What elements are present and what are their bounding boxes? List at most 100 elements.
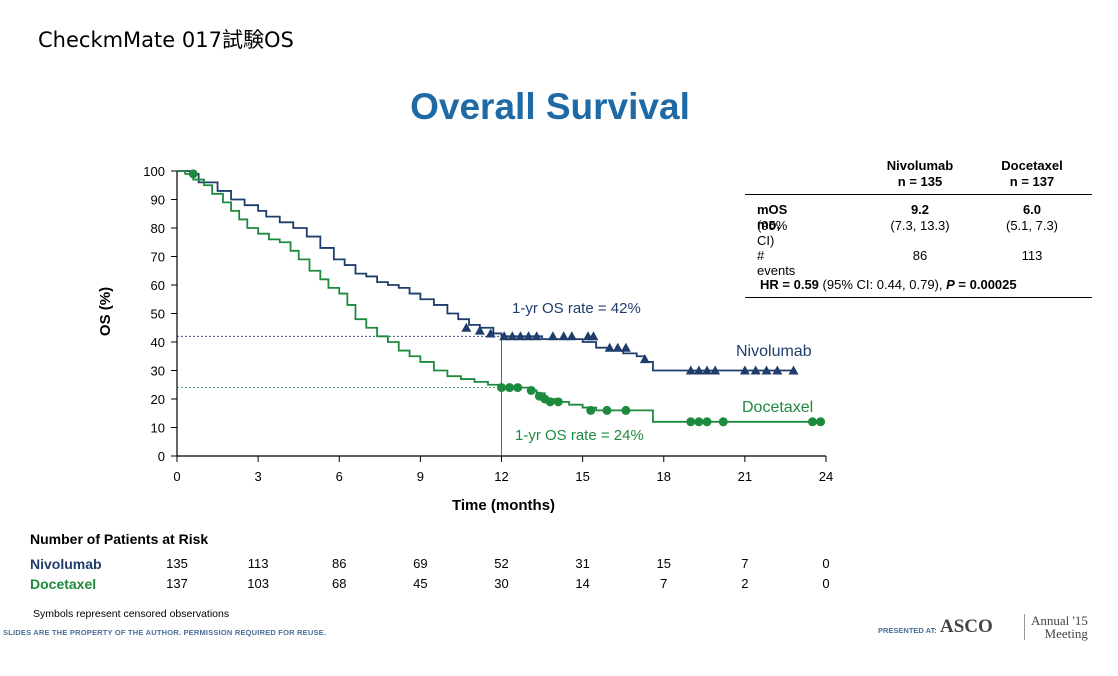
y-tick-label: 30 xyxy=(151,364,165,379)
risk-cell: 45 xyxy=(413,576,428,591)
y-axis-label: OS (%) xyxy=(97,287,114,336)
censor-marker-docetaxel xyxy=(513,383,523,393)
censor-marker-docetaxel xyxy=(586,405,596,415)
presented-at-label: PRESENTED AT: xyxy=(878,626,937,635)
page-title: CheckmMate 017試験OS xyxy=(38,28,294,52)
disclaimer: SLIDES ARE THE PROPERTY OF THE AUTHOR. P… xyxy=(3,628,327,637)
annotation-nivolumab-1yr: 1-yr OS rate = 42% xyxy=(512,300,641,317)
censor-marker-docetaxel xyxy=(505,383,515,393)
x-tick-label: 12 xyxy=(494,469,508,484)
y-tick-label: 60 xyxy=(151,278,165,293)
censor-marker-nivolumab xyxy=(485,328,496,338)
censor-marker-docetaxel xyxy=(718,417,728,427)
x-tick-label: 6 xyxy=(336,469,343,484)
censor-marker-docetaxel xyxy=(602,405,612,415)
x-tick-label: 0 xyxy=(173,469,180,484)
x-tick-label: 15 xyxy=(575,469,589,484)
y-tick-label: 40 xyxy=(151,335,165,350)
mos-ci-nivolumab: (7.3, 13.3) xyxy=(890,218,950,233)
censor-marker-nivolumab xyxy=(523,331,534,341)
censor-marker-docetaxel xyxy=(188,169,198,179)
y-tick-label: 10 xyxy=(151,421,165,436)
censor-marker-nivolumab xyxy=(499,331,510,341)
annual-line2: Meeting xyxy=(1044,626,1088,641)
row-label-events: # events xyxy=(757,248,796,278)
events-nivolumab: 86 xyxy=(912,248,928,263)
risk-cell: 69 xyxy=(413,556,428,571)
annotation-docetaxel-1yr: 1-yr OS rate = 24% xyxy=(515,427,644,444)
censor-marker-docetaxel xyxy=(807,417,817,427)
y-tick-label: 70 xyxy=(151,250,165,265)
table-header-nivolumab: Nivolumab xyxy=(886,158,954,173)
x-tick-label: 9 xyxy=(417,469,424,484)
censor-marker-docetaxel xyxy=(702,417,712,427)
table-header-docetaxel-n: n = 137 xyxy=(1009,174,1055,189)
events-docetaxel: 113 xyxy=(1021,248,1043,263)
p-label: P xyxy=(946,277,955,292)
risk-cell: 15 xyxy=(656,556,671,571)
censor-marker-nivolumab xyxy=(566,331,577,341)
censor-marker-nivolumab xyxy=(604,342,615,352)
risk-cell: 86 xyxy=(332,556,347,571)
series-label-docetaxel: Docetaxel xyxy=(742,399,813,416)
censor-marker-docetaxel xyxy=(497,383,506,393)
censor-marker-nivolumab xyxy=(531,331,542,341)
table-bottom-rule xyxy=(745,297,1092,298)
p-value: = 0.00025 xyxy=(958,277,1017,292)
risk-cell: 52 xyxy=(494,556,509,571)
footnote: Symbols represent censored observations xyxy=(33,608,230,620)
censor-marker-nivolumab xyxy=(710,365,721,375)
x-tick-label: 21 xyxy=(738,469,752,484)
mos-nivolumab: 9.2 xyxy=(910,202,930,217)
censor-marker-docetaxel xyxy=(621,405,631,415)
risk-row-label-nivolumab: Nivolumab xyxy=(30,556,102,572)
risk-cell: 7 xyxy=(741,556,749,571)
series-line-docetaxel xyxy=(177,170,821,423)
risk-cell: 68 xyxy=(332,576,347,591)
hr-ci: (95% CI: 0.44, 0.79), xyxy=(822,277,943,292)
risk-cell: 137 xyxy=(166,576,188,591)
censor-marker-nivolumab xyxy=(739,365,750,375)
chart-title: Overall Survival xyxy=(410,86,690,127)
censor-marker-docetaxel xyxy=(553,397,563,407)
y-tick-label: 100 xyxy=(143,164,165,179)
x-tick-label: 3 xyxy=(255,469,262,484)
censor-marker-nivolumab xyxy=(788,365,799,375)
x-tick-label: 18 xyxy=(657,469,671,484)
censor-marker-nivolumab xyxy=(547,331,558,341)
censor-marker-nivolumab xyxy=(685,365,696,375)
risk-cell: 103 xyxy=(247,576,269,591)
risk-cell: 2 xyxy=(741,576,749,591)
censor-marker-docetaxel xyxy=(545,397,555,407)
table-top-rule xyxy=(745,194,1092,195)
risk-cell: 0 xyxy=(822,556,830,571)
annual-meeting-logo: Annual '15 Meeting xyxy=(1024,614,1088,640)
censor-marker-nivolumab xyxy=(620,342,631,352)
censor-marker-nivolumab xyxy=(639,354,650,364)
censor-marker-nivolumab xyxy=(507,331,518,341)
asco-logo: ASCO xyxy=(940,616,993,637)
censor-marker-nivolumab xyxy=(702,365,713,375)
table-header-docetaxel: Docetaxel xyxy=(1001,158,1063,173)
risk-cell: 7 xyxy=(660,576,668,591)
table-header-nivolumab-n: n = 135 xyxy=(897,174,943,189)
risk-cell: 0 xyxy=(822,576,830,591)
censor-marker-nivolumab xyxy=(588,331,599,341)
risk-table-title: Number of Patients at Risk xyxy=(30,531,209,547)
y-tick-label: 0 xyxy=(158,449,165,464)
censor-marker-nivolumab xyxy=(772,365,783,375)
risk-cell: 30 xyxy=(494,576,509,591)
y-tick-label: 50 xyxy=(151,307,165,322)
censor-marker-docetaxel xyxy=(686,417,696,427)
risk-cell: 135 xyxy=(166,556,188,571)
censor-marker-nivolumab xyxy=(474,325,485,335)
hr-prefix: HR = xyxy=(760,277,790,292)
y-tick-label: 20 xyxy=(151,392,165,407)
y-tick-label: 80 xyxy=(151,221,165,236)
risk-row-label-docetaxel: Docetaxel xyxy=(30,576,97,592)
risk-cell: 14 xyxy=(575,576,590,591)
censor-marker-nivolumab xyxy=(693,365,704,375)
series-label-nivolumab: Nivolumab xyxy=(736,343,812,360)
series-line-nivolumab xyxy=(177,170,794,372)
